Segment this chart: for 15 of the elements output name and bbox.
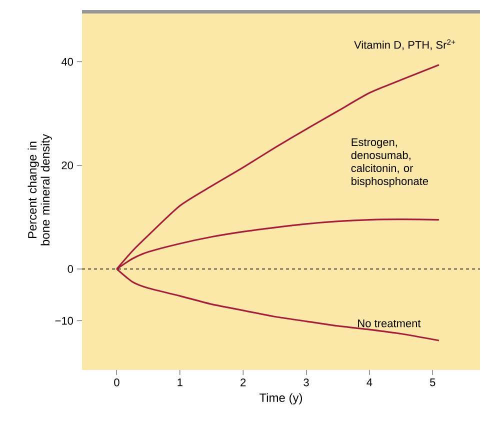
y-tick-label: 40 <box>61 58 74 66</box>
y-tick-label: 20 <box>62 162 74 170</box>
x-tick-label: 5 <box>430 378 436 386</box>
x-tick-label: 0 <box>114 378 120 386</box>
y-tick-label: 0 <box>68 265 74 273</box>
x-axis-title: Time (y) <box>259 393 302 404</box>
y-axis-title: Percent change in bone mineral density <box>28 134 52 246</box>
text: Estrogen, denosumab, calcitonin, or bisphosphonate <box>351 138 428 188</box>
series-label: No treatment <box>358 320 421 328</box>
series-label: Vitamin D, PTH, Sr$^{2+}$ <box>354 39 456 50</box>
y-tick-label: −10 <box>55 316 74 325</box>
x-tick-label: 1 <box>178 378 182 386</box>
x-tick-label: 3 <box>304 378 309 386</box>
x-tick-label: 2 <box>240 378 246 386</box>
x-tick-label: 4 <box>366 378 372 386</box>
